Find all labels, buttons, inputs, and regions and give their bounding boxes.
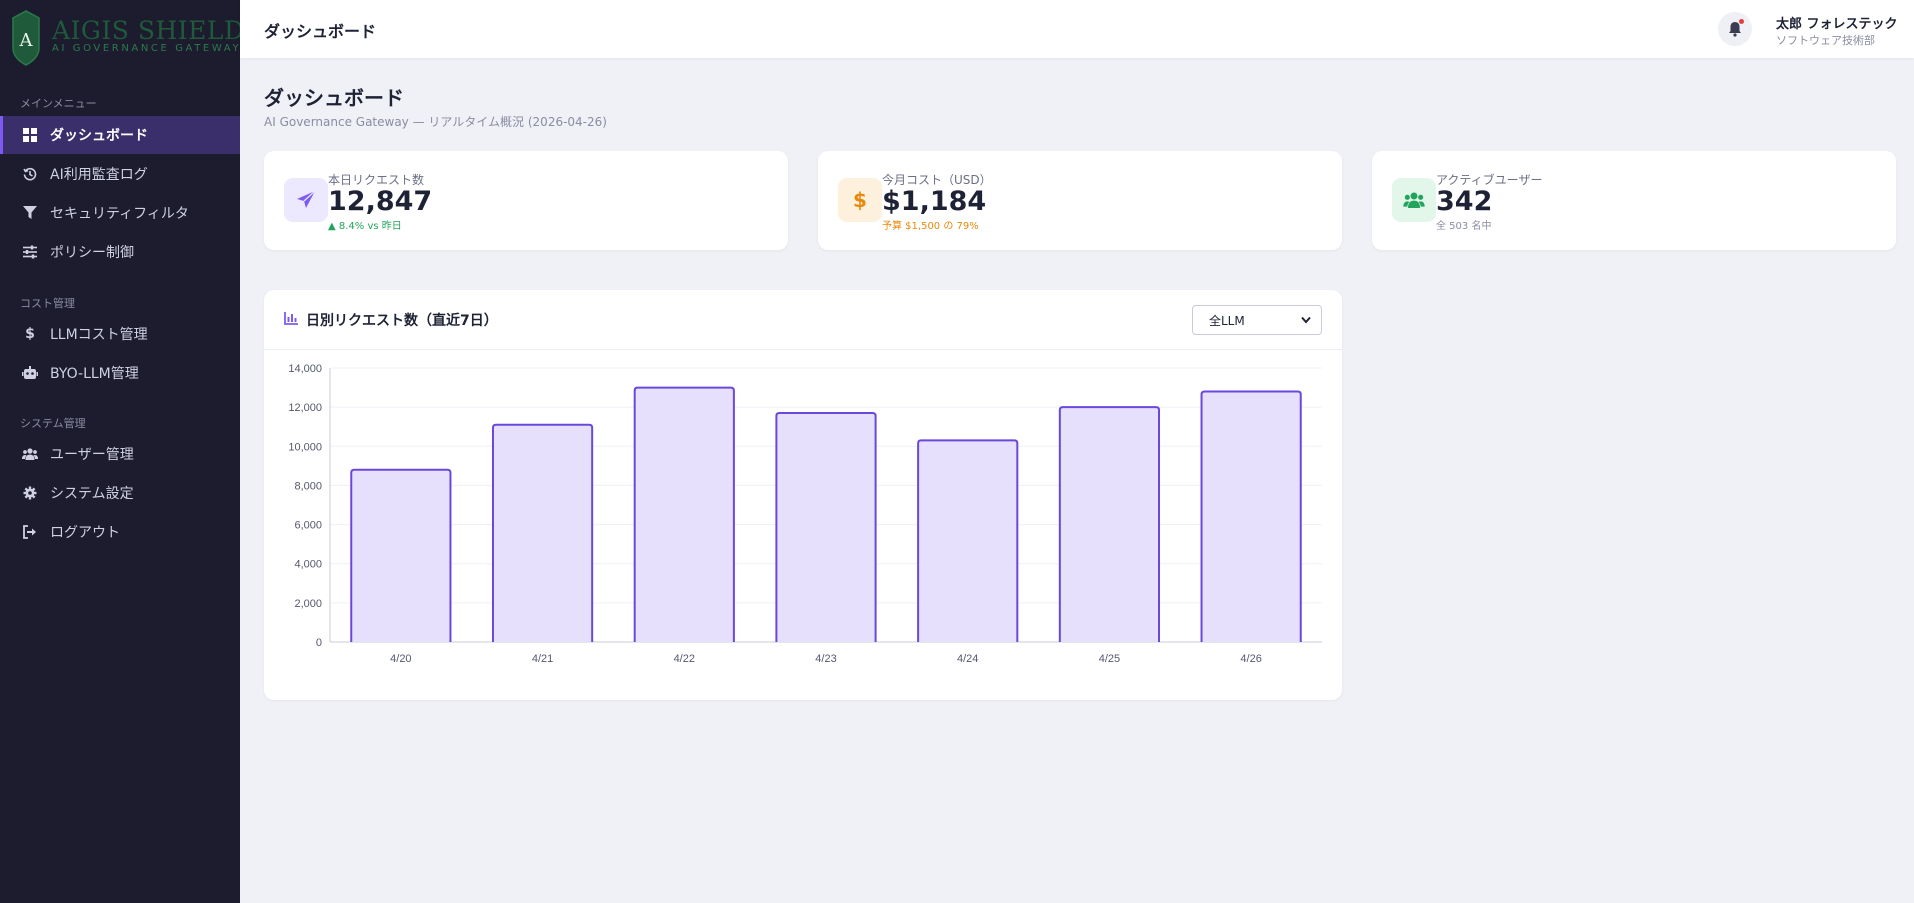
- chevron-down-icon: [1301, 316, 1311, 324]
- chart-bar: [491, 423, 594, 642]
- stat-value: 342: [1436, 186, 1493, 217]
- sidebar-item-label: BYO-LLM管理: [50, 366, 139, 382]
- x-tick-label: 4/22: [674, 653, 695, 665]
- y-tick-label: 12,000: [288, 402, 322, 414]
- stat-note: 予算 $1,500 の 79%: [882, 221, 979, 232]
- y-tick-label: 4,000: [294, 559, 322, 571]
- sidebar-item-policy[interactable]: ポリシー制御: [0, 233, 240, 271]
- stat-value: $1,184: [882, 186, 987, 217]
- robot-icon: [22, 365, 38, 381]
- top-header: ダッシュボード 太郎 フォレステック ソフトウェア技術部: [240, 0, 1914, 58]
- page-subtitle: AI Governance Gateway — リアルタイム概況 (2026-0…: [264, 115, 607, 129]
- y-tick-label: 10,000: [288, 441, 322, 453]
- stat-label: アクティブユーザー: [1436, 173, 1543, 187]
- page-title: ダッシュボード: [264, 86, 404, 110]
- y-tick-label: 6,000: [294, 520, 322, 532]
- sidebar-item-llm-cost[interactable]: $ LLMコスト管理: [0, 315, 240, 353]
- x-tick-label: 4/21: [532, 653, 553, 665]
- chart-bar: [633, 386, 735, 642]
- stat-note: 全 503 名中: [1436, 221, 1492, 232]
- sidebar-item-settings[interactable]: システム設定: [0, 474, 240, 512]
- y-tick-label: 8,000: [294, 480, 322, 492]
- history-icon: [22, 166, 38, 182]
- chart-card-header: 日別リクエスト数（直近7日） 全LLM: [264, 290, 1342, 350]
- sidebar-item-label: ポリシー制御: [50, 245, 134, 261]
- bar-chart-icon: [284, 312, 298, 325]
- stat-value: 12,847: [328, 186, 433, 217]
- x-tick-label: 4/25: [1099, 653, 1120, 665]
- logo-title: AIGIS SHIELD: [52, 16, 245, 45]
- gear-icon: [22, 485, 38, 501]
- sidebar-item-label: セキュリティフィルタ: [50, 206, 189, 222]
- user-name[interactable]: 太郎 フォレステック: [1776, 17, 1898, 32]
- nav-section-system: システム管理: [20, 417, 86, 430]
- sidebar-item-label: ログアウト: [50, 525, 120, 541]
- x-tick-label: 4/24: [957, 653, 978, 665]
- sidebar: A AIGIS SHIELD AI GOVERNANCE GATEWAY メイン…: [0, 0, 244, 903]
- sidebar-item-audit-log[interactable]: AI利用監査ログ: [0, 155, 240, 193]
- svg-text:A: A: [19, 30, 34, 51]
- llm-filter-select[interactable]: 全LLM: [1192, 305, 1322, 335]
- stat-card-requests: 本日リクエスト数 12,847 ▲ 8.4% vs 昨日: [264, 151, 788, 250]
- paper-plane-icon: [284, 178, 328, 222]
- llm-filter-value: 全LLM: [1209, 313, 1245, 328]
- logout-icon: [22, 524, 38, 540]
- users-icon: [22, 446, 38, 462]
- chart-bar: [917, 439, 1019, 642]
- sidebar-item-label: ダッシュボード: [50, 128, 148, 144]
- users-icon: [1392, 178, 1436, 222]
- sidebar-item-byo-llm[interactable]: BYO-LLM管理: [0, 354, 240, 392]
- daily-requests-card: 日別リクエスト数（直近7日） 全LLM 0 2,000 4,000 6,000 8,00…: [264, 290, 1342, 700]
- nav-section-main: メインメニュー: [20, 97, 97, 110]
- x-tick-label: 4/23: [815, 653, 836, 665]
- logo-subtitle: AI GOVERNANCE GATEWAY: [52, 43, 242, 54]
- chart-bar: [1200, 390, 1302, 642]
- sliders-icon: [22, 244, 38, 260]
- stat-card-cost: $ 今月コスト（USD） $1,184 予算 $1,500 の 79%: [818, 151, 1342, 250]
- chart-bar: [1058, 406, 1161, 642]
- x-tick-label: 4/20: [390, 653, 411, 665]
- sidebar-item-label: ユーザー管理: [50, 447, 134, 463]
- logo[interactable]: A AIGIS SHIELD AI GOVERNANCE GATEWAY: [12, 10, 244, 68]
- chart-title: 日別リクエスト数（直近7日）: [306, 313, 498, 329]
- stat-note: ▲ 8.4% vs 昨日: [328, 221, 402, 232]
- dollar-icon: $: [25, 326, 35, 342]
- sidebar-item-label: AI利用監査ログ: [50, 167, 148, 183]
- header-title: ダッシュボード: [264, 22, 377, 41]
- dollar-icon: $: [838, 178, 882, 222]
- dashboard-icon: [22, 127, 38, 143]
- y-tick-label: 0: [316, 637, 322, 649]
- y-tick-label: 14,000: [288, 363, 322, 375]
- y-tick-label: 2,000: [294, 598, 322, 610]
- notifications-button[interactable]: [1718, 12, 1752, 46]
- user-department: ソフトウェア技術部: [1776, 34, 1875, 47]
- chart-bar: [350, 468, 452, 642]
- sidebar-item-logout[interactable]: ログアウト: [0, 513, 240, 551]
- sidebar-item-security-filter[interactable]: セキュリティフィルタ: [0, 194, 240, 232]
- bell-icon: [1729, 22, 1741, 37]
- stat-label: 今月コスト（USD）: [882, 173, 992, 187]
- sidebar-item-users[interactable]: ユーザー管理: [0, 435, 240, 473]
- nav-section-cost: コスト管理: [20, 297, 75, 310]
- filter-icon: [22, 205, 38, 221]
- stat-card-active-users: アクティブユーザー 342 全 503 名中: [1372, 151, 1896, 250]
- sidebar-item-label: LLMコスト管理: [50, 327, 148, 343]
- shield-logo-icon: A: [12, 10, 40, 66]
- sidebar-item-dashboard[interactable]: ダッシュボード: [0, 116, 240, 154]
- daily-requests-chart: 0 2,000 4,000 6,000 8,000 10,000 12,000 14,000 4…: [288, 363, 1322, 665]
- stat-label: 本日リクエスト数: [328, 173, 425, 187]
- notification-dot: [1739, 19, 1744, 24]
- chart-bar: [775, 412, 877, 642]
- x-tick-label: 4/26: [1240, 653, 1261, 665]
- sidebar-item-label: システム設定: [50, 486, 134, 502]
